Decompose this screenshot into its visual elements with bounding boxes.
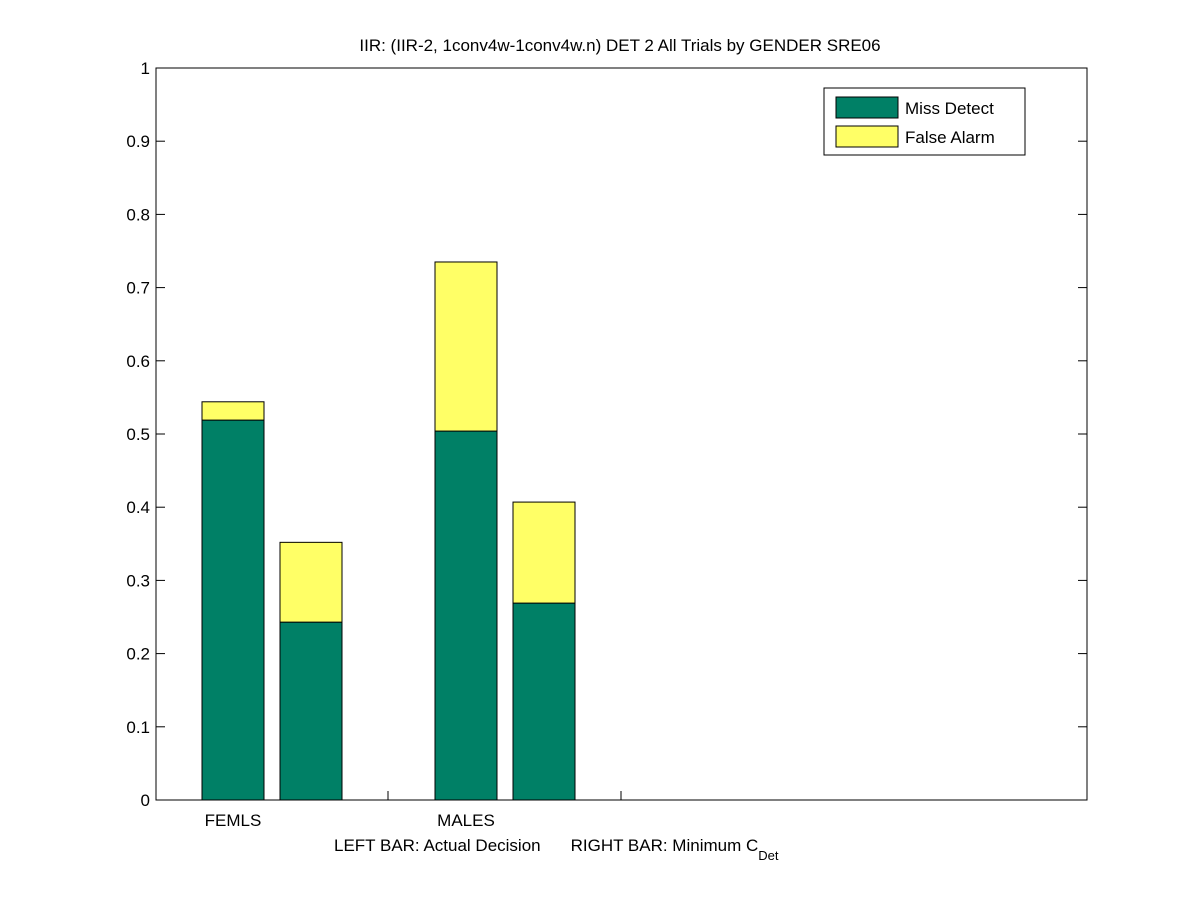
y-tick-label: 0.4 — [126, 498, 150, 517]
x-label-subscript: Det — [758, 848, 779, 863]
y-axis: 0 0.1 0.2 0.3 0.4 0.5 0.6 0.7 0.8 0.9 1 — [126, 59, 1087, 810]
bar-males-left-false-alarm — [434, 261, 498, 432]
x-tick-label: FEMLS — [205, 811, 262, 830]
y-tick-label: 0.6 — [126, 352, 150, 371]
x-tick-label: MALES — [437, 811, 495, 830]
bar-femls-left-miss-detect — [201, 419, 265, 801]
legend-swatch-miss-detect — [835, 96, 899, 119]
chart-title: IIR: (IIR-2, 1conv4w-1conv4w.n) DET 2 Al… — [359, 36, 880, 55]
x-axis: FEMLS MALES — [205, 791, 622, 830]
y-tick-label: 0.7 — [126, 279, 150, 298]
bar-femls-right-false-alarm — [279, 541, 343, 623]
bars — [201, 261, 576, 801]
y-tick-label: 0.3 — [126, 571, 150, 590]
bar-femls-right-miss-detect — [279, 621, 343, 801]
y-tick-label: 1 — [141, 59, 150, 78]
bar-males-right-miss-detect — [512, 602, 576, 801]
legend: Miss Detect False Alarm — [823, 87, 1026, 156]
x-axis-label: LEFT BAR: Actual Decision RIGHT BAR: Mini… — [334, 836, 779, 863]
x-label-right: RIGHT BAR: Minimum C — [571, 836, 759, 855]
y-tick-label: 0.2 — [126, 645, 150, 664]
bar-femls-left-false-alarm — [201, 401, 265, 421]
bar-males-right-false-alarm — [512, 501, 576, 604]
legend-swatch-false-alarm — [835, 125, 899, 148]
x-label-left: LEFT BAR: Actual Decision — [334, 836, 541, 855]
legend-label-miss-detect: Miss Detect — [905, 99, 994, 118]
y-tick-label: 0.8 — [126, 205, 150, 224]
y-tick-label: 0.1 — [126, 718, 150, 737]
legend-label-false-alarm: False Alarm — [905, 128, 995, 147]
bar-males-left-miss-detect — [434, 430, 498, 801]
y-tick-label: 0.5 — [126, 425, 150, 444]
y-tick-label: 0.9 — [126, 132, 150, 151]
y-tick-label: 0 — [141, 791, 150, 810]
